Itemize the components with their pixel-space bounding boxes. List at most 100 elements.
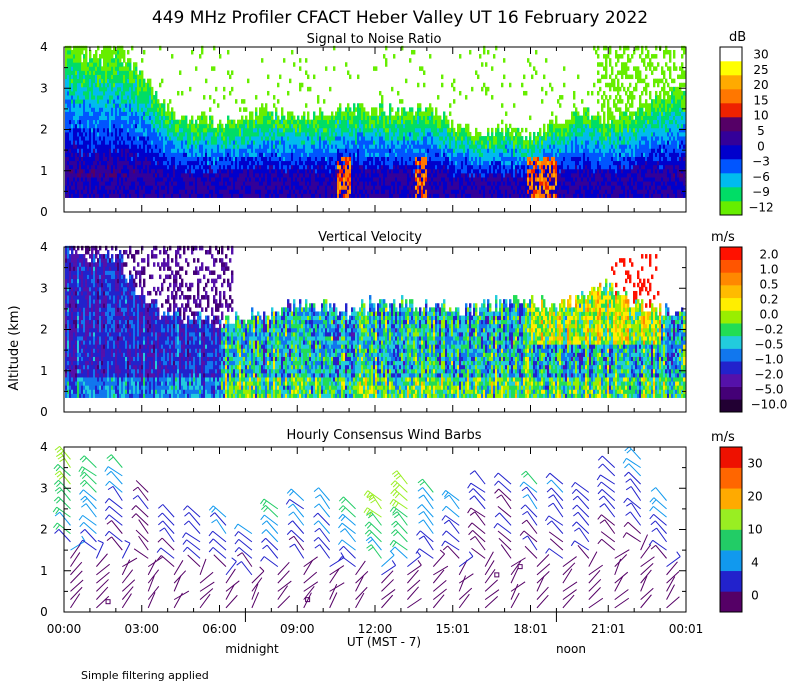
snr-cell <box>79 164 82 170</box>
snr-cell <box>261 181 264 186</box>
snr-cell <box>87 119 90 125</box>
snr-cell <box>263 172 266 178</box>
snr-cell <box>143 131 146 137</box>
snr-cell <box>315 136 318 141</box>
snr-cell <box>349 185 352 190</box>
snr-cell <box>387 185 390 190</box>
snr-cell <box>149 111 152 116</box>
snr-cell <box>325 156 328 162</box>
snr-cell <box>297 160 300 166</box>
snr-cell <box>291 164 294 170</box>
snr-cell <box>147 82 150 88</box>
snr-cell <box>151 152 154 157</box>
snr-cell <box>313 148 316 153</box>
snr-cell <box>297 172 300 178</box>
snr-cell <box>103 49 106 55</box>
snr-cell <box>229 119 232 125</box>
snr-cell <box>297 119 300 125</box>
snr-cell <box>373 193 376 198</box>
snr-cell <box>321 111 324 116</box>
snr-cell <box>301 148 304 153</box>
snr-cell <box>373 136 376 141</box>
snr-cell <box>327 189 330 194</box>
snr-cell <box>213 172 216 178</box>
snr-cell <box>235 177 238 182</box>
snr-cell <box>353 152 356 157</box>
snr-cell <box>243 99 246 104</box>
snr-cell <box>67 66 70 71</box>
snr-cell <box>115 189 118 194</box>
snr-cell <box>115 131 118 137</box>
snr-cell <box>107 140 110 145</box>
snr-cell <box>199 115 202 121</box>
snr-cell <box>101 156 104 162</box>
snr-cell <box>403 148 406 153</box>
snr-cell <box>403 156 406 162</box>
snr-cell <box>93 86 96 92</box>
snr-cell <box>323 99 326 104</box>
snr-cell <box>405 127 408 133</box>
snr-cell <box>239 185 242 190</box>
snr-cell <box>249 148 252 153</box>
snr-cell <box>389 103 392 108</box>
snr-cell <box>195 119 198 125</box>
snr-cell <box>343 127 346 133</box>
snr-cell <box>103 78 106 84</box>
snr-cell <box>109 58 112 63</box>
snr-cell <box>383 127 386 133</box>
snr-cell <box>365 193 368 198</box>
snr-cell <box>143 86 146 92</box>
snr-cell <box>193 164 196 170</box>
snr-cell <box>387 123 390 129</box>
snr-cell <box>121 54 124 59</box>
snr-cell <box>441 193 444 198</box>
snr-cell <box>319 152 322 157</box>
snr-cell <box>121 123 124 129</box>
snr-cell <box>233 140 236 145</box>
snr-cell <box>65 144 68 149</box>
snr-cell <box>117 148 120 153</box>
snr-cell <box>411 123 414 129</box>
snr-cell <box>87 160 90 166</box>
snr-cell <box>225 164 228 170</box>
snr-cell <box>299 58 302 63</box>
snr-cell <box>159 107 162 112</box>
snr-cell <box>349 148 352 153</box>
snr-cell <box>105 45 108 51</box>
snr-cell <box>345 168 348 174</box>
snr-cell <box>127 136 130 141</box>
snr-cell <box>81 49 84 55</box>
snr-cell <box>129 82 132 88</box>
snr-cell <box>101 103 104 108</box>
snr-cell <box>453 86 456 92</box>
snr-cell <box>309 152 312 157</box>
snr-cell <box>367 123 370 129</box>
snr-cell <box>127 168 130 174</box>
snr-cell <box>113 136 116 141</box>
snr-cell <box>85 156 88 162</box>
snr-cell <box>219 131 222 137</box>
snr-cell <box>353 172 356 178</box>
snr-cell <box>377 172 380 178</box>
snr-cell <box>413 152 416 157</box>
snr-cell <box>89 49 92 55</box>
snr-cell <box>149 181 152 186</box>
snr-cell <box>141 90 144 96</box>
snr-cell <box>105 86 108 92</box>
snr-cell <box>111 123 114 129</box>
snr-cell <box>399 115 402 121</box>
snr-cell <box>147 140 150 145</box>
snr-cell <box>105 95 108 100</box>
snr-cell <box>259 160 262 166</box>
snr-cell <box>335 177 338 182</box>
snr-cell <box>301 177 304 182</box>
snr-cell <box>251 115 254 121</box>
snr-cell <box>395 177 398 182</box>
snr-cell <box>399 164 402 170</box>
snr-cell <box>145 127 148 133</box>
snr-cell <box>351 152 354 157</box>
snr-cell <box>129 115 132 121</box>
snr-cell <box>143 49 146 55</box>
snr-cell <box>421 177 424 182</box>
snr-cell <box>89 140 92 145</box>
